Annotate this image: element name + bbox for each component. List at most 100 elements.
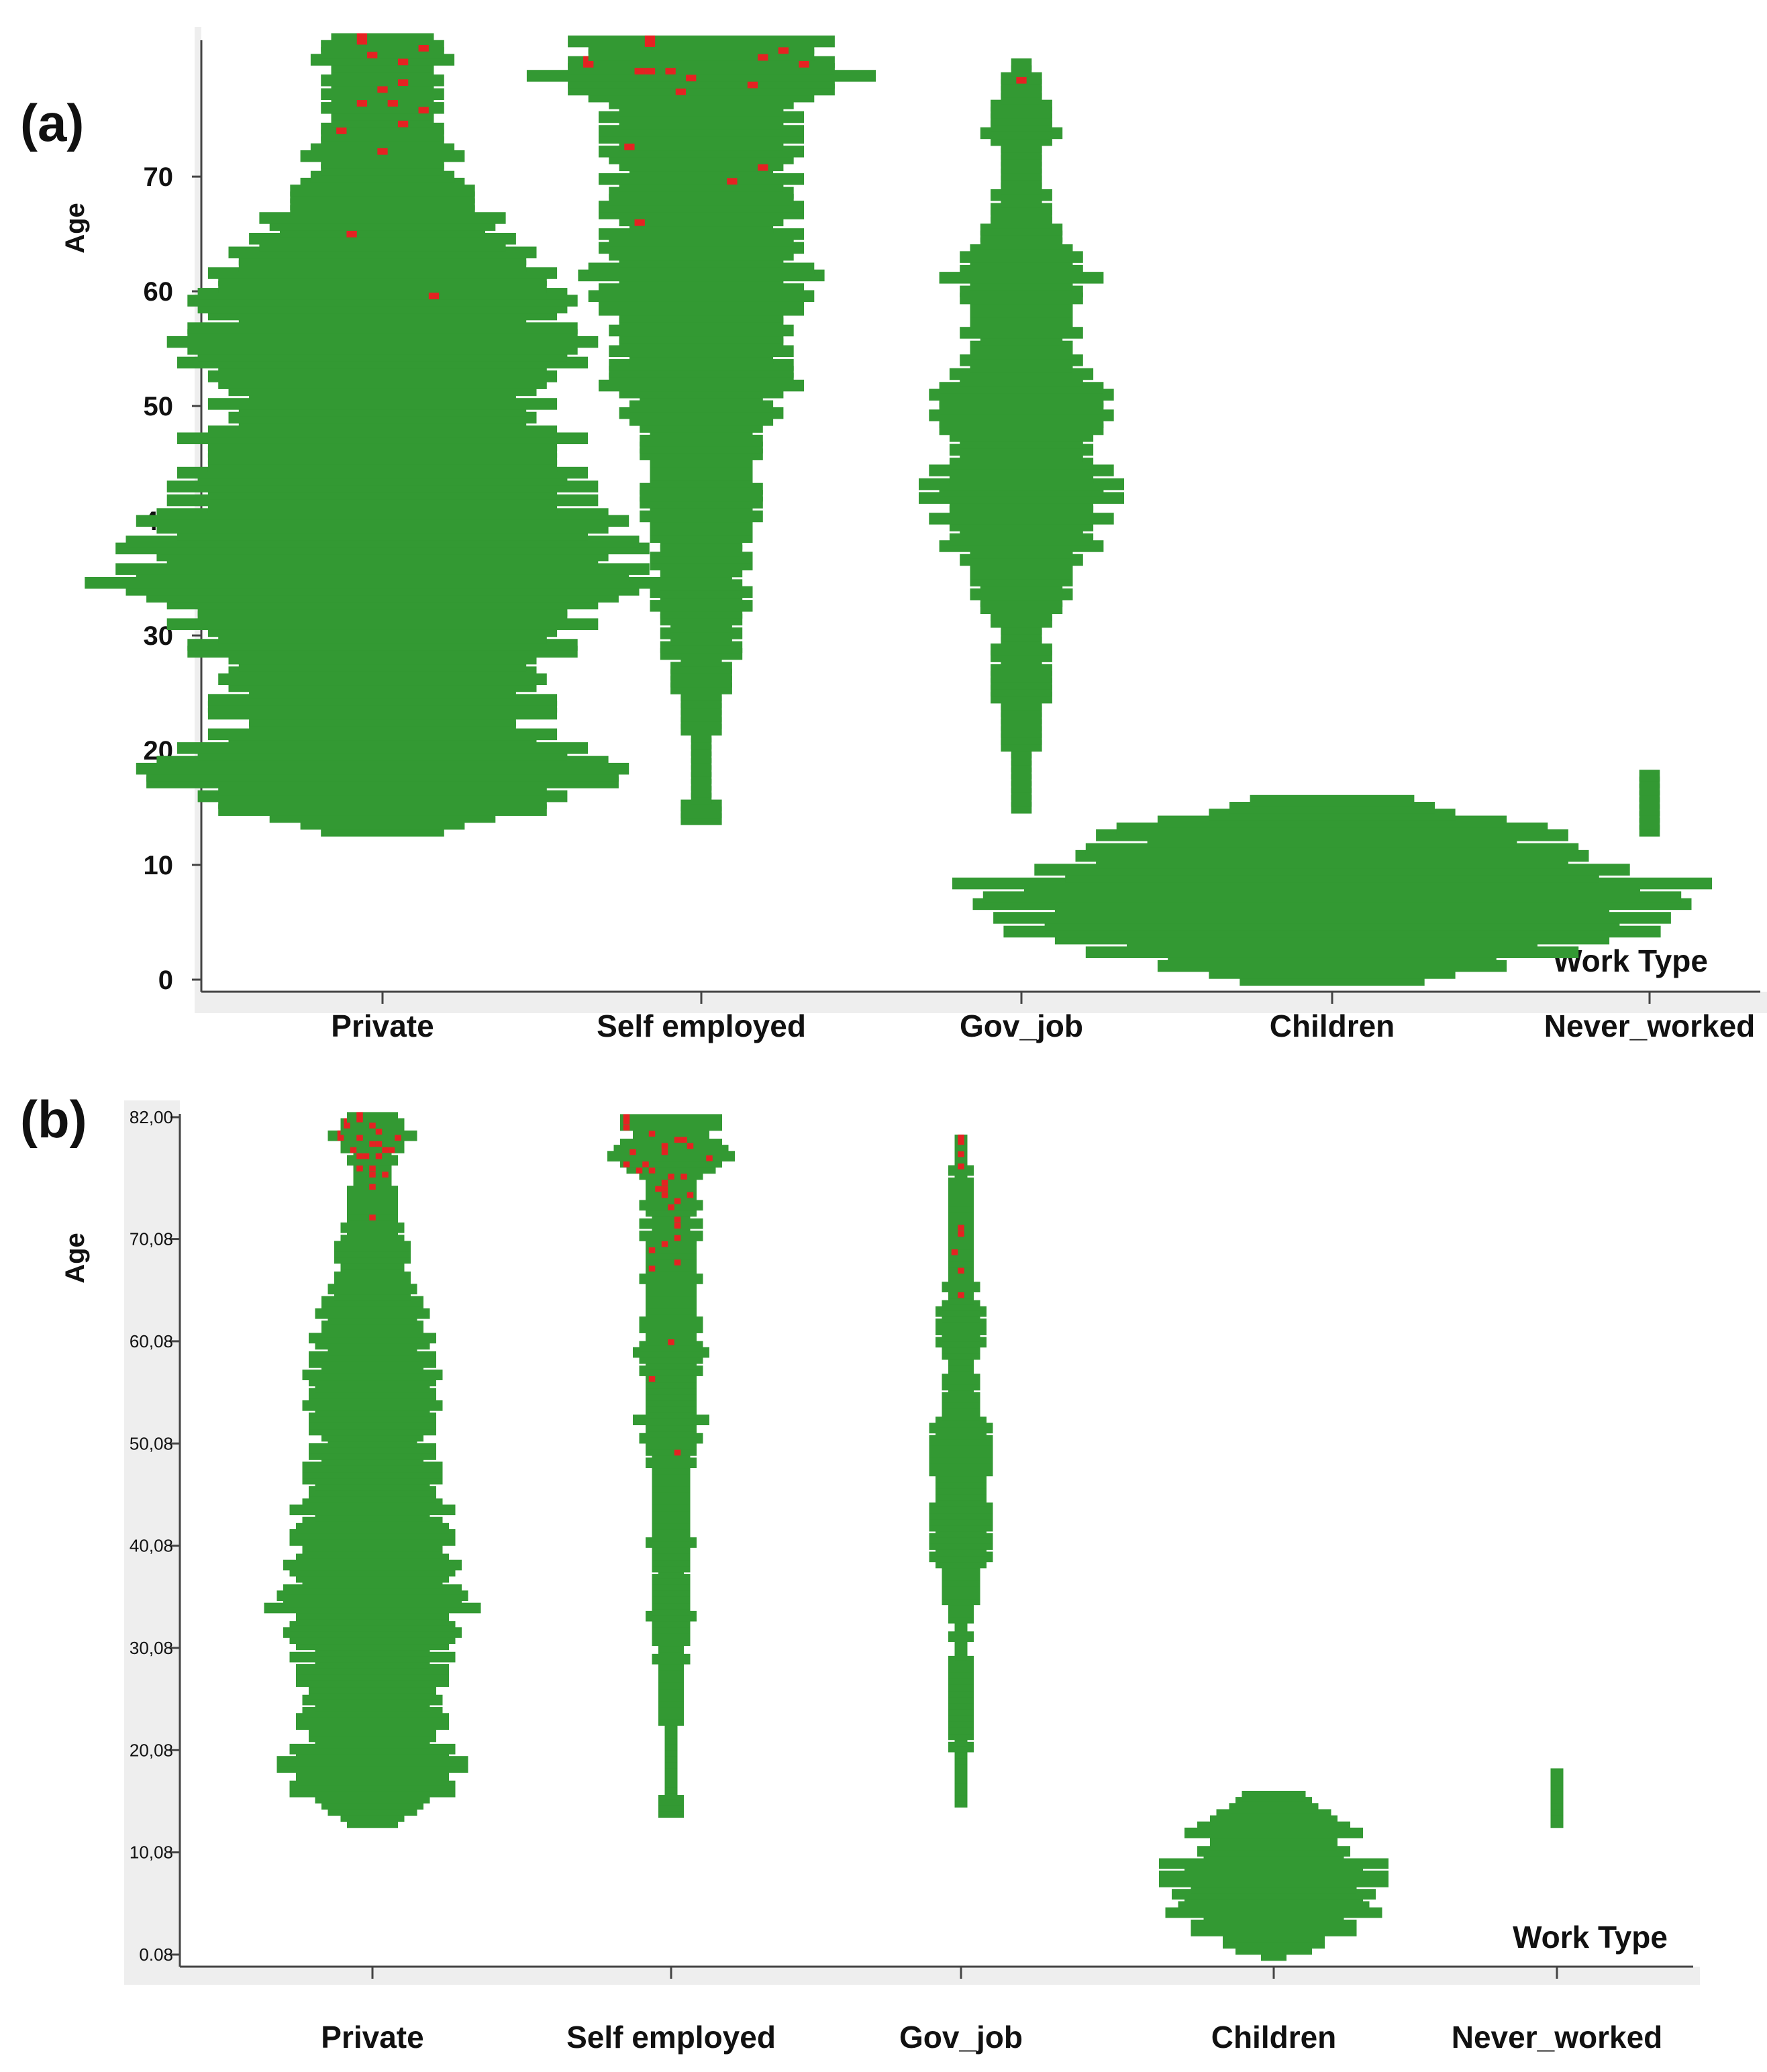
stroke-point: [680, 1169, 687, 1180]
y-tick-label: 20,08: [130, 1740, 173, 1760]
stroke-point: [369, 1161, 376, 1172]
x-category-label: Private: [331, 1008, 434, 1043]
strip-never-worked: [1639, 770, 1660, 837]
stroke-point: [661, 1139, 668, 1149]
point-row: [1011, 58, 1032, 70]
y-tick-label: 70: [144, 162, 174, 192]
stroke-point: [958, 1159, 964, 1170]
stroke-point: [655, 1181, 662, 1192]
x-axis-band: [124, 1967, 1700, 1985]
stroke-point: [388, 1143, 395, 1153]
strip-never-worked: [1550, 1768, 1564, 1828]
stroke-point: [382, 1167, 389, 1178]
stroke-point: [687, 1139, 694, 1149]
stroke-point: [648, 1163, 656, 1174]
stroke-point: [958, 1263, 964, 1274]
point-row: [1639, 770, 1660, 782]
stroke-point: [356, 1130, 363, 1141]
stroke-point: [958, 1220, 964, 1231]
stroke-point: [356, 33, 368, 45]
y-tick-label: 0.08: [139, 1945, 173, 1965]
stroke-point: [648, 1371, 656, 1382]
x-category-label: Children: [1211, 2020, 1337, 2055]
strip-private: [85, 33, 680, 837]
stroke-point: [369, 1136, 376, 1147]
stroke-point: [674, 1445, 681, 1456]
x-axis-title: Work Type: [1513, 1920, 1668, 1955]
stroke-point: [636, 1163, 643, 1174]
y-tick-label: 50,08: [130, 1433, 173, 1453]
stroke-point: [674, 1255, 681, 1265]
x-category-label: Never_worked: [1452, 2020, 1663, 2055]
y-tick-label: 10: [144, 851, 174, 880]
stroke-point: [661, 1188, 668, 1198]
stroke-point: [958, 1134, 964, 1145]
stroke-point: [706, 1151, 713, 1161]
strip-children: [1159, 1790, 1389, 1961]
stroke-point: [623, 1157, 630, 1168]
point-row: [331, 33, 434, 45]
x-axis-band: [195, 992, 1767, 1013]
stroke-point: [375, 1136, 383, 1147]
x-category-label: Private: [321, 2020, 423, 2055]
stroke-point: [674, 1194, 681, 1204]
point-row: [568, 35, 835, 48]
stroke-point: [661, 1237, 668, 1247]
stroke-point: [648, 1126, 656, 1137]
stroke-point: [642, 1157, 649, 1168]
stroke-point: [395, 1130, 401, 1141]
stroke-point: [356, 1149, 363, 1159]
stroke-point: [350, 1143, 357, 1153]
stroke-point: [674, 1132, 681, 1143]
y-axis-title: Age: [60, 1233, 90, 1284]
y-tick-label: 82,00: [130, 1107, 173, 1127]
chart-panel-a: 010203040506070PrivateSelf employedGov_j…: [20, 27, 1767, 1043]
stroke-point: [648, 1261, 656, 1272]
x-category-label: Self employed: [597, 1008, 806, 1043]
stroke-point: [687, 1188, 694, 1198]
strip-gov-job: [929, 1134, 993, 1808]
stroke-point: [644, 35, 656, 47]
x-axis-title: Work Type: [1553, 943, 1708, 978]
stroke-point: [629, 1145, 636, 1155]
y-axis-title: Age: [60, 203, 90, 254]
y-tick-label: 10,08: [130, 1843, 173, 1863]
x-category-label: Gov_job: [899, 2020, 1023, 2055]
point-row: [1250, 794, 1415, 807]
stroke-point: [668, 1169, 674, 1180]
stroke-point: [674, 1231, 681, 1241]
stroke-point: [958, 1227, 964, 1237]
stroke-point: [661, 1175, 668, 1186]
stroke-point: [337, 1130, 344, 1141]
stroke-point: [674, 1218, 681, 1229]
stroke-point: [661, 1181, 668, 1192]
stroke-point: [362, 1149, 370, 1159]
panel-label: (b): [20, 1090, 87, 1149]
stroke-point: [375, 1149, 383, 1159]
x-category-label: Self employed: [566, 2020, 776, 2055]
y-tick-label: 70,08: [130, 1229, 173, 1249]
stroke-point: [369, 1210, 376, 1221]
stroke-point: [661, 1145, 668, 1155]
stroke-point: [674, 1212, 681, 1223]
strip-gov-job: [919, 58, 1124, 814]
y-tick-label: 0: [158, 966, 173, 995]
chart-panel-b: 0.08 10,08 20,08 30,08 40,08 50,08 60,08 70,08 8…: [20, 1090, 1700, 2055]
point-row: [620, 1114, 722, 1125]
stroke-point: [958, 1288, 964, 1298]
panel-label: (a): [20, 93, 84, 152]
stroke-point: [623, 1114, 630, 1125]
stroke-point: [951, 1245, 958, 1255]
stroke-point: [369, 1118, 376, 1129]
point-row: [347, 1112, 398, 1123]
strip-self-employed: [526, 35, 876, 825]
stroke-point: [680, 1132, 687, 1143]
y-tick-label: 60: [144, 277, 174, 307]
stroke-point: [356, 1161, 363, 1172]
x-category-label: Gov_job: [960, 1008, 1083, 1043]
y-tick-label: 30,08: [130, 1638, 173, 1658]
stroke-point: [623, 1120, 630, 1131]
strip-private: [264, 1112, 481, 1828]
stroke-point: [958, 1147, 964, 1157]
